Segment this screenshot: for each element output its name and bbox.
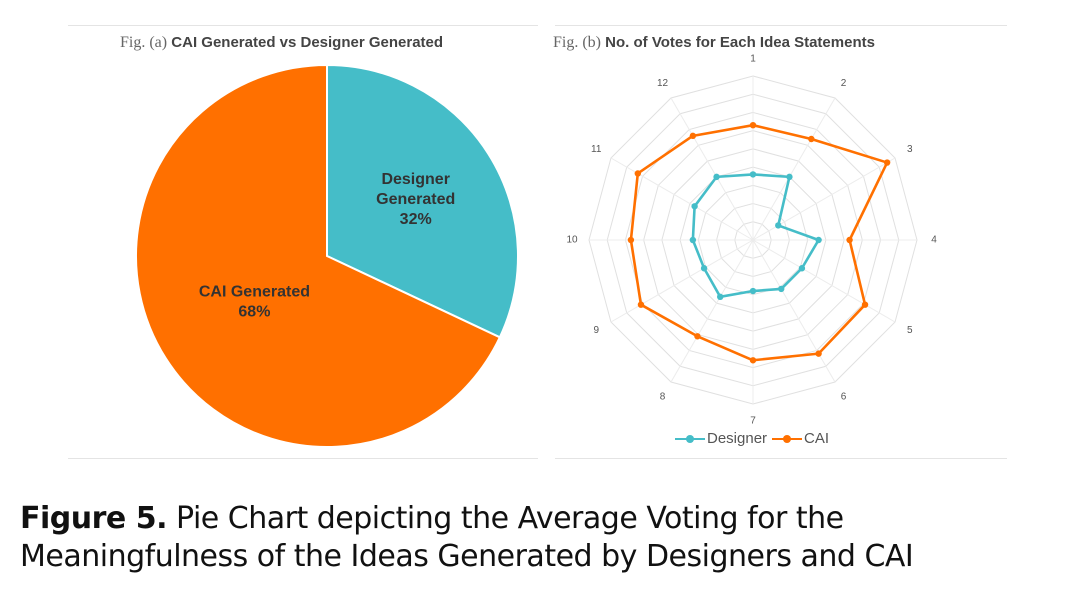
radar-point-cai-6 — [815, 350, 822, 357]
radar-category-label-1: 1 — [750, 54, 756, 65]
radar-category-label-5: 5 — [907, 325, 913, 336]
radar-point-designer-7 — [749, 287, 757, 295]
radar-point-designer-4 — [815, 236, 822, 244]
pie-slice-0-label-2: 32% — [400, 211, 432, 228]
top-divider-left — [68, 25, 538, 26]
radar-point-designer-12 — [713, 173, 720, 181]
legend-label-cai: CAI — [804, 430, 830, 447]
radar-title-prefix: Fig. (b) — [553, 34, 601, 51]
radar-title-text: No. of Votes for Each Idea Statements — [605, 34, 875, 51]
caption-label: Figure 5. — [20, 501, 167, 536]
figure-caption: Figure 5. Pie Chart depicting the Averag… — [20, 500, 1070, 576]
radar-category-label-11: 11 — [591, 144, 602, 155]
radar-category-label-7: 7 — [750, 416, 756, 427]
radar-point-cai-2 — [808, 135, 815, 143]
pie-chart: Designer Generated 32% CAI Generated 68% — [135, 63, 519, 448]
radar-point-cai-10 — [627, 236, 635, 244]
radar-category-label-4: 4 — [931, 235, 937, 246]
pie-title: Fig. (a) CAI Generated vs Designer Gener… — [120, 34, 443, 52]
radar-point-cai-8 — [694, 333, 701, 340]
radar-point-cai-3 — [883, 159, 891, 166]
caption-text: Pie Chart depicting the Average Voting f… — [20, 501, 914, 574]
bottom-divider-left — [68, 458, 538, 459]
pie-title-text: CAI Generated vs Designer Generated — [171, 34, 444, 51]
radar-spoke-2 — [752, 157, 896, 241]
radar-spoke-5 — [752, 239, 836, 383]
radar-category-label-2: 2 — [841, 78, 847, 89]
radar-spoke-4 — [752, 239, 896, 323]
radar-point-cai-7 — [749, 357, 757, 364]
radar-category-label-3: 3 — [907, 144, 913, 155]
radar-spoke-10 — [610, 157, 754, 241]
radar-point-designer-5 — [798, 265, 806, 272]
bottom-divider-right — [555, 458, 1007, 459]
radar-category-label-6: 6 — [841, 391, 847, 402]
radar-spoke-1 — [752, 97, 836, 241]
radar-point-designer-3 — [775, 222, 782, 229]
radar-point-cai-5 — [861, 301, 869, 308]
pie-slice-1-label-1: 68% — [238, 303, 270, 320]
top-divider-right — [555, 25, 1007, 26]
radar-point-cai-12 — [689, 132, 697, 140]
pie-slice-0-label-0: Designer — [381, 171, 449, 188]
radar-point-designer-6 — [778, 285, 785, 293]
radar-point-designer-1 — [749, 171, 757, 178]
radar-point-designer-10 — [689, 236, 697, 244]
radar-spoke-7 — [670, 239, 754, 383]
radar-point-cai-9 — [637, 301, 645, 308]
legend-item-designer: Designer — [675, 430, 767, 447]
radar-point-cai-11 — [634, 170, 641, 177]
pie-slice-0-label-1: Generated — [376, 191, 455, 208]
legend-label-designer: Designer — [707, 430, 768, 447]
radar-spoke-11 — [670, 97, 754, 241]
radar-point-designer-2 — [786, 173, 793, 181]
pie-title-prefix: Fig. (a) — [120, 34, 168, 51]
radar-category-label-10: 10 — [566, 235, 578, 246]
radar-legend: Designer CAI — [0, 430, 1080, 452]
radar-point-designer-11 — [691, 203, 698, 210]
radar-category-label-9: 9 — [593, 325, 599, 336]
radar-point-designer-8 — [717, 293, 724, 301]
figure-area: Fig. (a) CAI Generated vs Designer Gener… — [0, 25, 1080, 459]
radar-point-designer-9 — [700, 265, 708, 272]
radar-spoke-8 — [610, 239, 754, 323]
radar-category-label-12: 12 — [657, 78, 669, 89]
legend-swatch-cai — [772, 432, 802, 446]
radar-title: Fig. (b) No. of Votes for Each Idea Stat… — [553, 34, 875, 52]
pie-slice-1-label-0: CAI Generated — [199, 283, 310, 300]
radar-point-cai-1 — [749, 122, 757, 129]
radar-point-cai-4 — [846, 236, 853, 244]
pie-slice-1 — [135, 63, 502, 448]
legend-swatch-designer — [675, 432, 705, 446]
legend-item-cai: CAI — [772, 430, 829, 447]
pie-slice-0 — [326, 63, 519, 339]
radar-category-label-8: 8 — [660, 391, 666, 402]
